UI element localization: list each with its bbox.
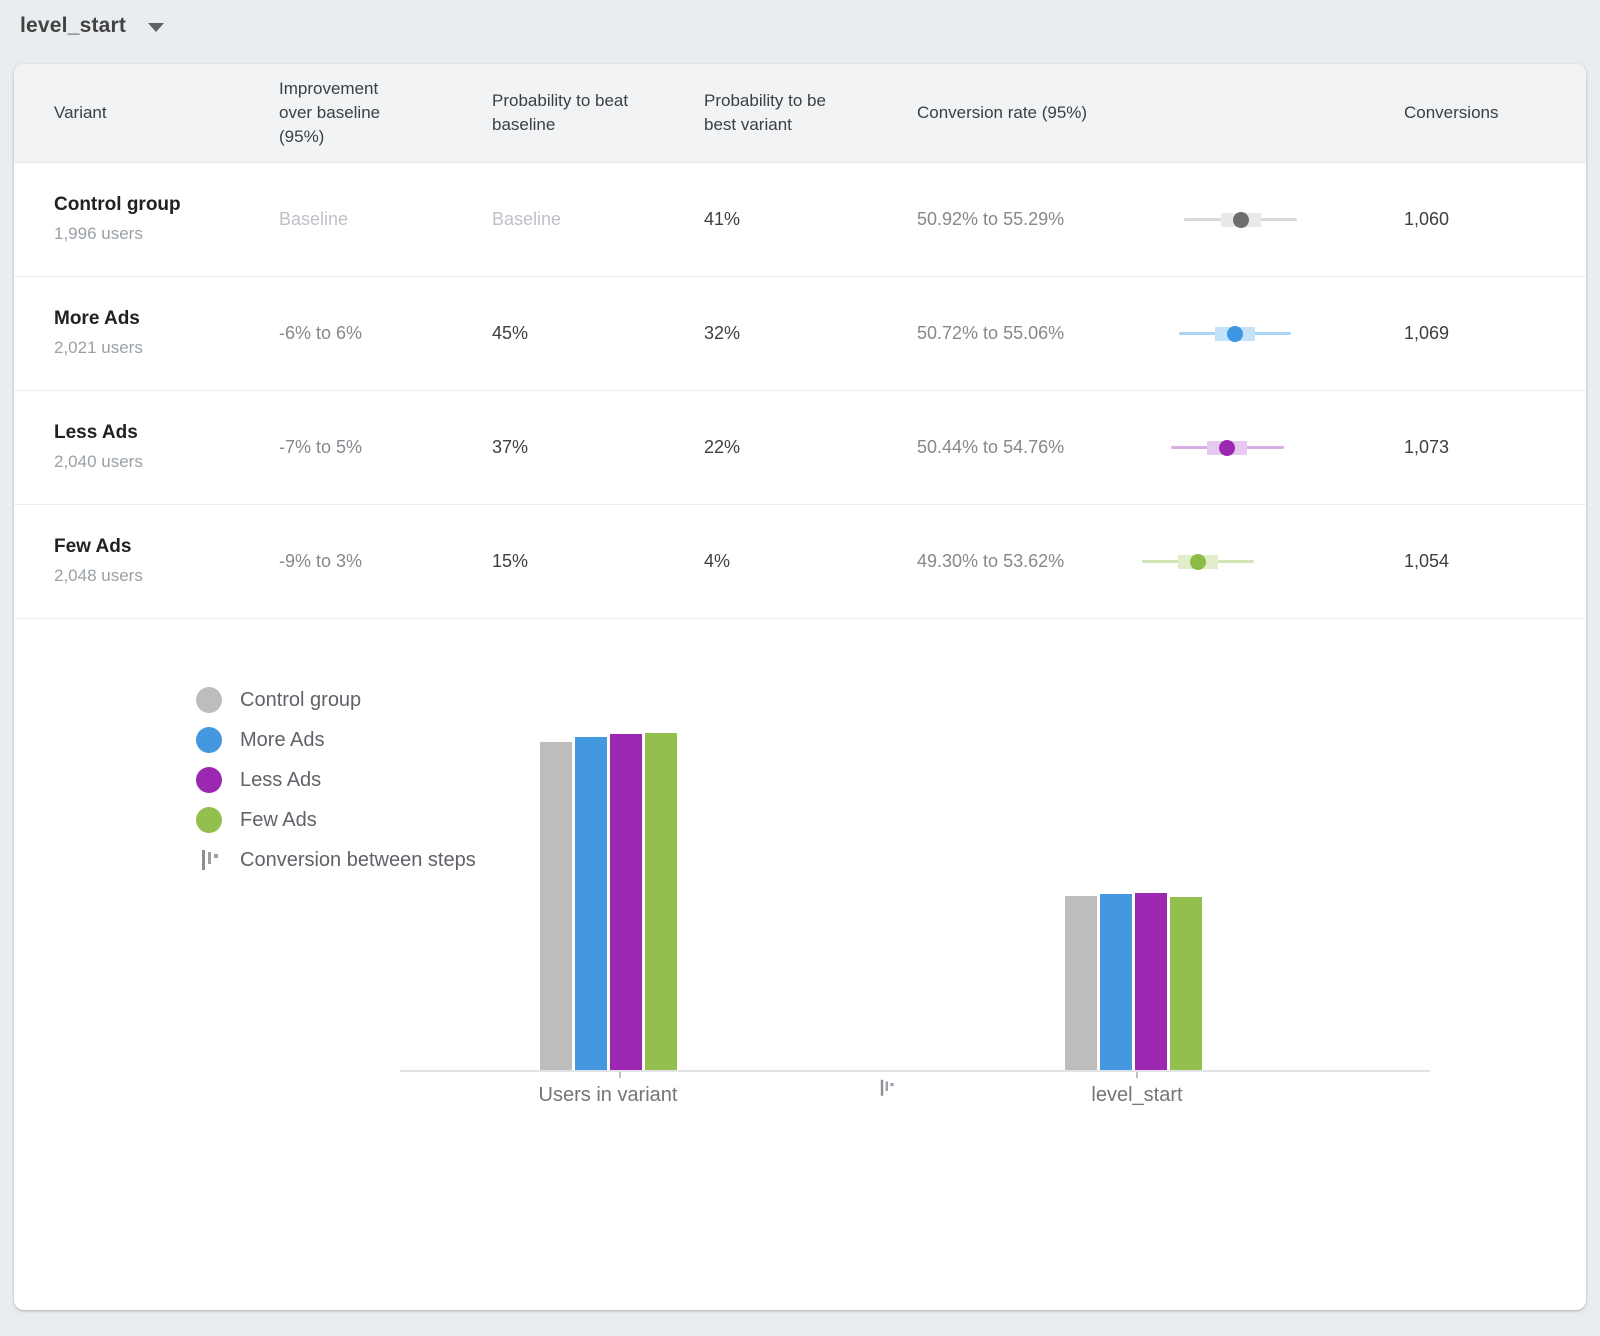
bar-group-level-start: [1065, 893, 1202, 1070]
legend-item-control-group: Control group: [196, 687, 476, 713]
improvement-value: -9% to 3%: [279, 551, 363, 571]
metric-selector-label: level_start: [20, 14, 127, 37]
bar-few_ads: [1170, 897, 1202, 1070]
interval-median-dot: [1232, 211, 1249, 228]
variant-name: Control group: [54, 194, 181, 215]
column-header-conversions: Conversions: [1404, 103, 1499, 122]
variant-users: 2,048 users: [54, 566, 143, 585]
conv-rate-cell: 50.44% to 54.76%: [917, 437, 1377, 458]
table-header-row: Variant Improvement over baseline (95%) …: [14, 64, 1586, 163]
variant-cell: Few Ads 2,048 users: [54, 534, 279, 589]
column-header-improvement: Improvement over baseline (95%): [279, 79, 381, 146]
conversions-value: 1,060: [1404, 209, 1450, 229]
x-axis-tick: [1136, 1072, 1138, 1078]
conv-rate-cell: 50.72% to 55.06%: [917, 323, 1377, 344]
bar-plot-area: [400, 733, 1430, 1070]
prob-best-value: 41%: [704, 209, 741, 229]
chart-legend: Control group More Ads Less Ads Few Ads …: [196, 687, 476, 887]
bar-control: [1065, 896, 1097, 1070]
prob-best-value: 4%: [704, 551, 731, 571]
conv-rate-range: 50.44% to 54.76%: [917, 437, 1065, 457]
conv-rate-range: 50.72% to 55.06%: [917, 323, 1065, 343]
prob-beat-value: 37%: [492, 437, 529, 457]
variant-users: 2,021 users: [54, 338, 143, 357]
improvement-value: -7% to 5%: [279, 437, 363, 457]
prob-best-value: 22%: [704, 437, 741, 457]
prob-beat-value: 15%: [492, 551, 529, 571]
chevron-down-icon: [148, 22, 165, 32]
legend-swatch-less-ads: [196, 767, 222, 793]
variant-name: Less Ads: [54, 422, 138, 443]
x-axis-label-users-in-variant: Users in variant: [538, 1084, 678, 1106]
table-row-more-ads: More Ads 2,021 users -6% to 6% 45% 32% 5…: [14, 277, 1586, 391]
bar-less_ads: [1135, 893, 1167, 1070]
bar-group-users-in-variant: [540, 733, 677, 1070]
variant-cell: More Ads 2,021 users: [54, 306, 279, 361]
variant-cell: Less Ads 2,040 users: [54, 420, 279, 475]
metric-selector-dropdown[interactable]: level_start: [20, 8, 165, 44]
variant-cell: Control group 1,996 users: [54, 192, 279, 247]
conv-rate-cell: 49.30% to 53.62%: [917, 551, 1377, 572]
legend-swatch-more-ads: [196, 727, 222, 753]
improvement-value: -6% to 6%: [279, 323, 363, 343]
bar-less_ads: [610, 734, 642, 1070]
legend-label: Conversion between steps: [240, 848, 476, 871]
table-row-few-ads: Few Ads 2,048 users -9% to 3% 15% 4% 49.…: [14, 505, 1586, 619]
results-card: Variant Improvement over baseline (95%) …: [14, 64, 1586, 1310]
x-axis-tick: [619, 1072, 621, 1078]
legend-item-less-ads: Less Ads: [196, 767, 476, 793]
bar-few_ads: [645, 733, 677, 1070]
legend-item-few-ads: Few Ads: [196, 807, 476, 833]
conv-rate-interval-plot: [1139, 552, 1309, 572]
bar-more_ads: [1100, 894, 1132, 1070]
conv-rate-interval-plot: [1139, 324, 1309, 344]
conv-rate-cell: 50.92% to 55.29%: [917, 209, 1377, 230]
legend-label: Few Ads: [240, 808, 317, 831]
interval-median-dot: [1226, 325, 1243, 342]
table-row-less-ads: Less Ads 2,040 users -7% to 5% 37% 22% 5…: [14, 391, 1586, 505]
column-header-conv-rate: Conversion rate (95%): [917, 103, 1088, 122]
conv-rate-interval-plot: [1139, 210, 1309, 230]
column-header-variant: Variant: [54, 103, 107, 122]
conversions-value: 1,054: [1404, 551, 1450, 571]
variant-name: Few Ads: [54, 536, 132, 557]
conv-rate-range: 49.30% to 53.62%: [917, 551, 1065, 571]
variant-users: 1,996 users: [54, 224, 143, 243]
legend-swatch-few-ads: [196, 807, 222, 833]
legend-item-more-ads: More Ads: [196, 727, 476, 753]
step-conversion-icon: [196, 849, 222, 871]
legend-item-conversion-between-steps: Conversion between steps: [196, 847, 476, 873]
column-header-prob-best: Probability to be best variant: [704, 91, 826, 134]
conversions-value: 1,073: [1404, 437, 1450, 457]
table-row-control-group: Control group 1,996 users Baseline Basel…: [14, 163, 1586, 277]
conv-rate-interval-plot: [1139, 438, 1309, 458]
conv-rate-range: 50.92% to 55.29%: [917, 209, 1065, 229]
prob-beat-value: 45%: [492, 323, 529, 343]
legend-swatch-control: [196, 687, 222, 713]
legend-label: Less Ads: [240, 768, 322, 791]
improvement-value: Baseline: [279, 209, 349, 229]
step-conversion-icon: [876, 1079, 897, 1097]
legend-label: More Ads: [240, 728, 325, 751]
interval-median-dot: [1189, 553, 1206, 570]
column-header-prob-beat: Probability to beat baseline: [492, 91, 629, 134]
legend-label: Control group: [240, 688, 362, 711]
interval-median-dot: [1219, 439, 1236, 456]
conversions-value: 1,069: [1404, 323, 1450, 343]
bar-control: [540, 742, 572, 1070]
x-axis-line: [400, 1070, 1430, 1072]
bar-more_ads: [575, 737, 607, 1070]
variant-users: 2,040 users: [54, 452, 143, 471]
prob-best-value: 32%: [704, 323, 741, 343]
prob-beat-value: Baseline: [492, 209, 562, 229]
variant-name: More Ads: [54, 308, 140, 329]
funnel-bar-chart: Control group More Ads Less Ads Few Ads …: [14, 619, 1586, 1244]
x-axis-label-level-start: level_start: [1091, 1084, 1183, 1106]
